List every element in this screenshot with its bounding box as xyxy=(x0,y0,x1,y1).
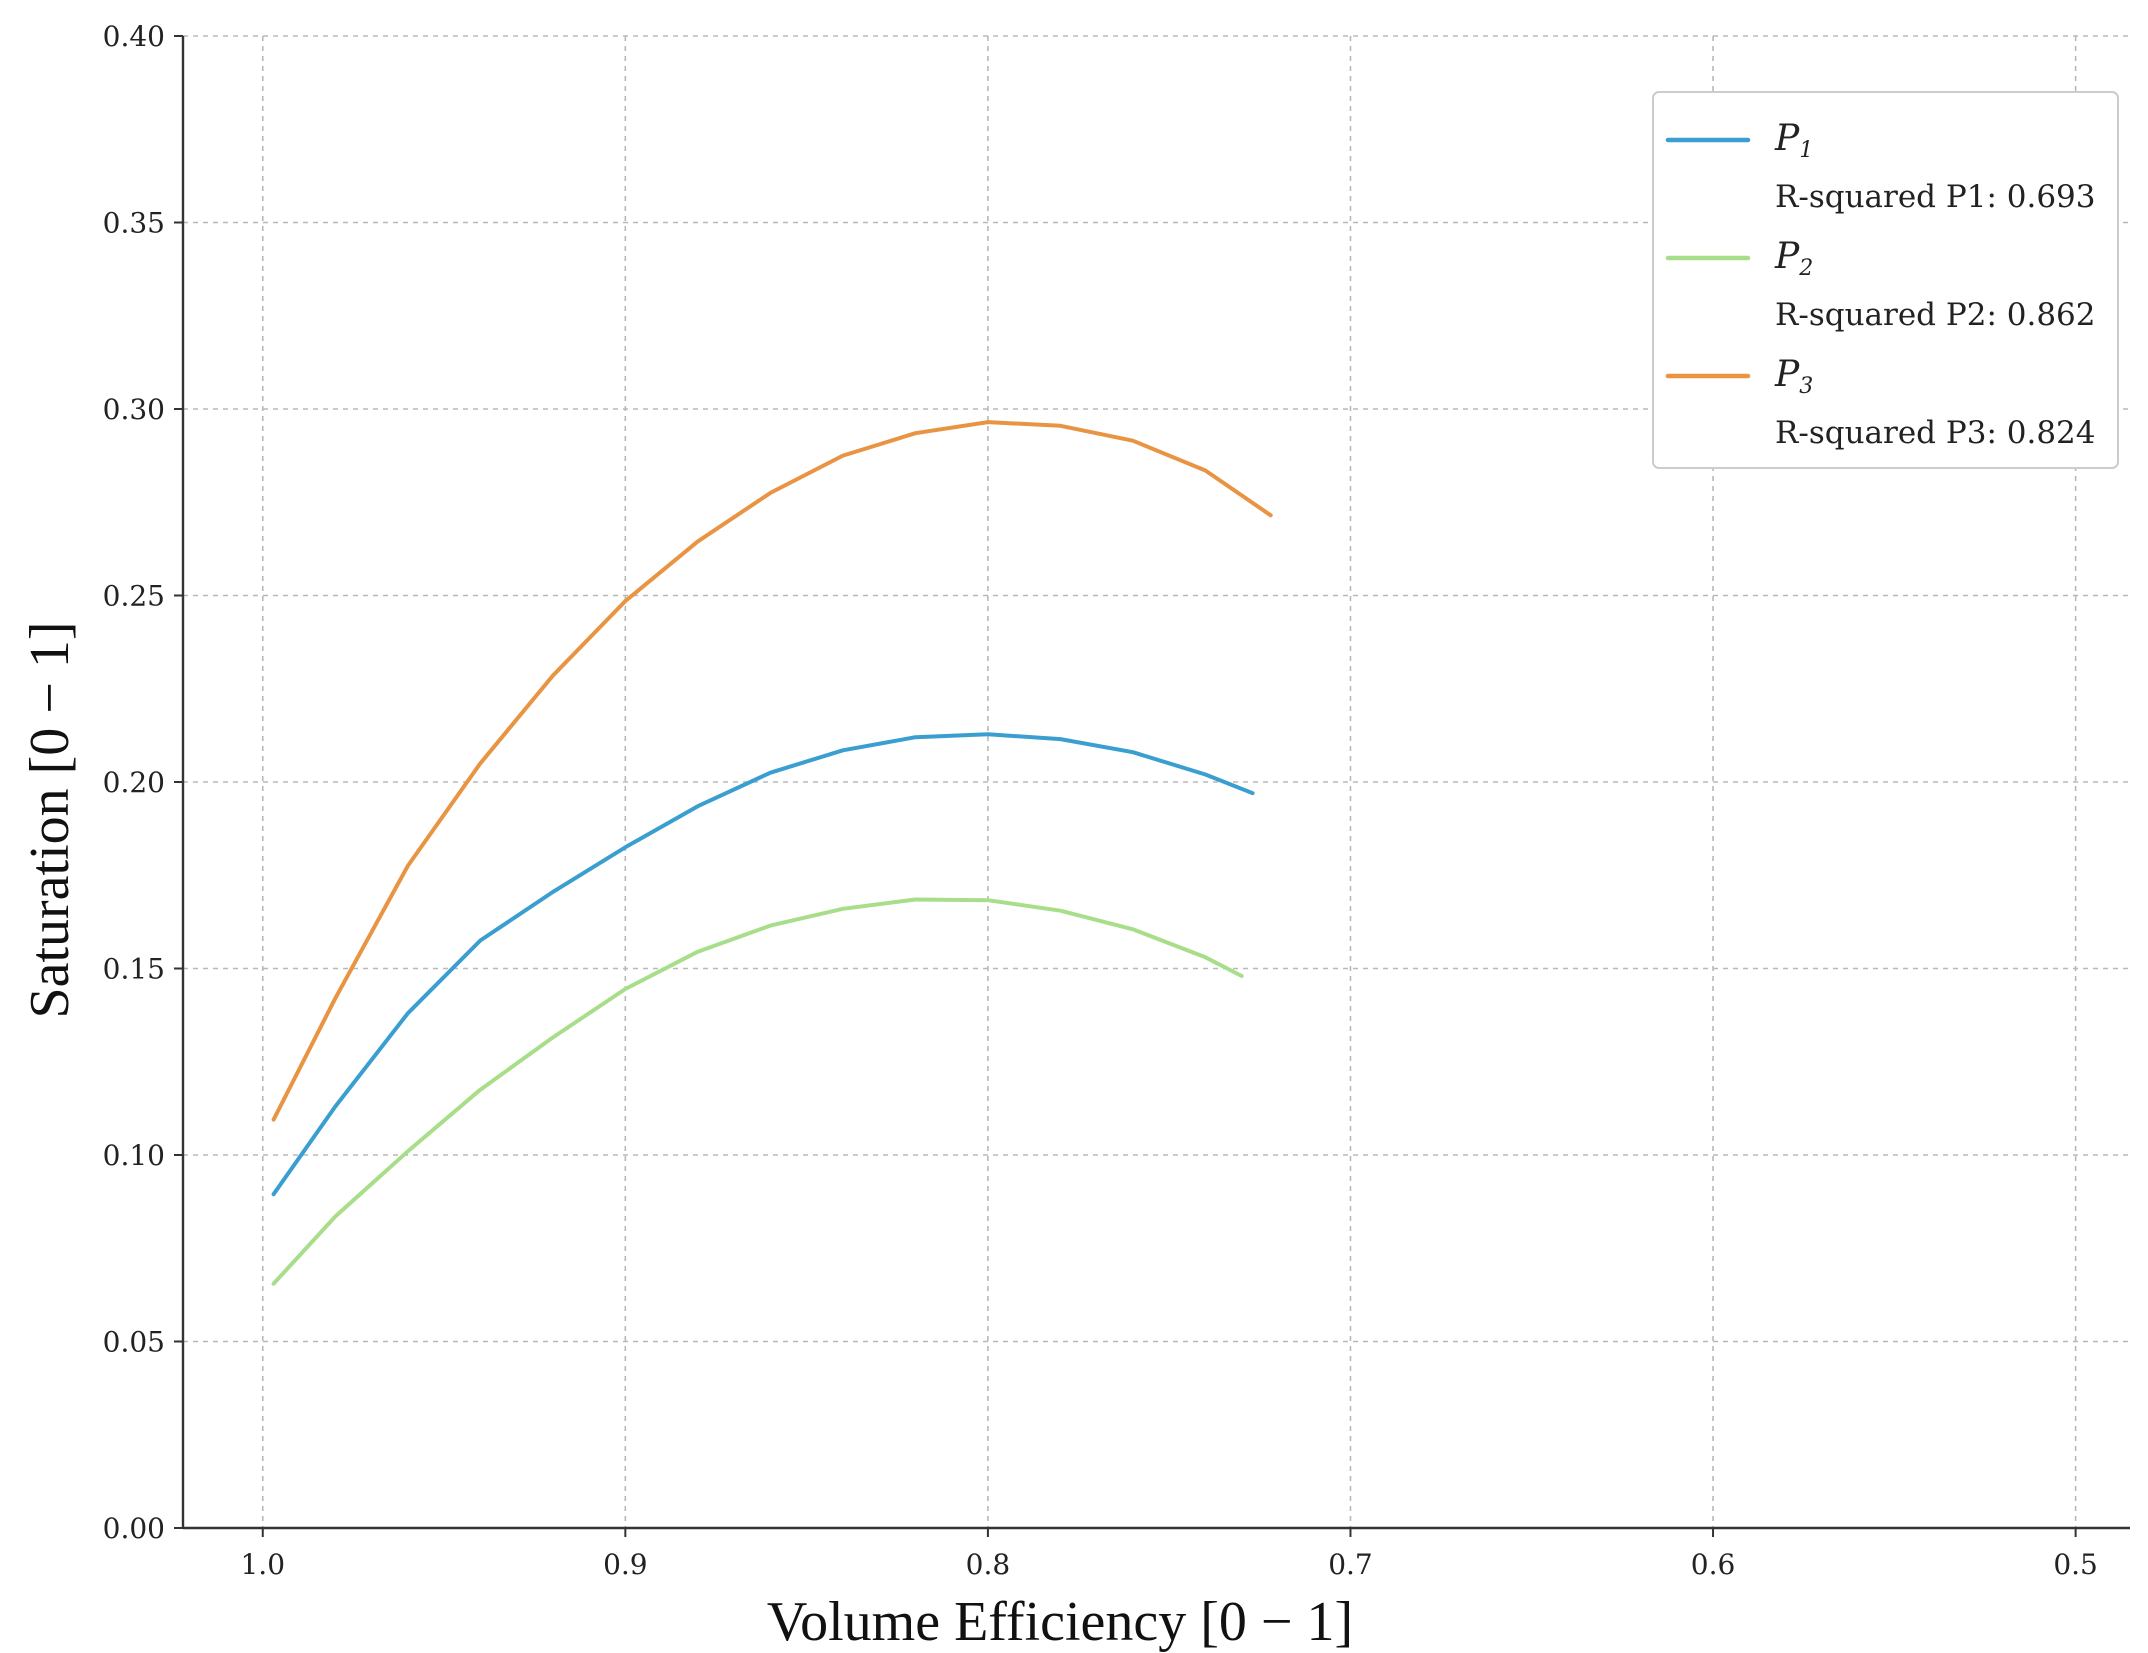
y-tick-label: 0.25 xyxy=(103,580,165,613)
y-axis-title: Saturation [0 − 1] xyxy=(19,621,81,1018)
legend-label-p2: P2 xyxy=(1774,236,1813,281)
y-tick-label: 0.30 xyxy=(103,393,165,426)
x-tick-label: 0.9 xyxy=(603,1548,648,1581)
x-tick-label: 0.7 xyxy=(1328,1548,1373,1581)
y-tick-label: 0.10 xyxy=(103,1139,165,1172)
series-line-p2 xyxy=(271,897,1244,1286)
x-tick-label: 1.0 xyxy=(240,1548,285,1581)
legend-box xyxy=(1652,91,2119,469)
y-tick-label: 0.20 xyxy=(103,766,165,799)
series-lines xyxy=(271,420,1273,1286)
y-axis-ticks: 0.00 0.05 0.10 0.15 0.20 0.25 0.30 0.35 0.40 xyxy=(103,20,183,1545)
legend-annotation-p2: R-squared P2: 0.862 xyxy=(1775,297,2096,333)
legend-annotation-p1: R-squared P1: 0.693 xyxy=(1775,179,2096,215)
y-tick-label: 0.00 xyxy=(103,1512,165,1545)
y-tick-label: 0.15 xyxy=(103,953,165,986)
legend-annotation-p3: R-squared P3: 0.824 xyxy=(1775,415,2096,451)
series-line-p3 xyxy=(271,420,1273,1122)
legend-label-p1: P1 xyxy=(1774,118,1813,163)
y-tick-label: 0.35 xyxy=(103,207,165,240)
y-tick-label: 0.05 xyxy=(103,1326,165,1359)
x-tick-label: 0.6 xyxy=(1691,1548,1736,1581)
x-axis-ticks: 1.0 0.9 0.8 0.7 0.6 0.5 xyxy=(240,1528,2098,1581)
y-tick-label: 0.40 xyxy=(103,20,165,53)
series-line-p1 xyxy=(271,732,1255,1197)
x-axis-title: Volume Efficiency [0 − 1] xyxy=(767,1591,1353,1653)
x-tick-label: 0.5 xyxy=(2053,1548,2098,1581)
x-tick-label: 0.8 xyxy=(966,1548,1011,1581)
legend: P1 R-squared P1: 0.693 P2 R-squared P2: 0.8… xyxy=(1652,91,2119,469)
legend-label-p3: P3 xyxy=(1774,354,1813,399)
